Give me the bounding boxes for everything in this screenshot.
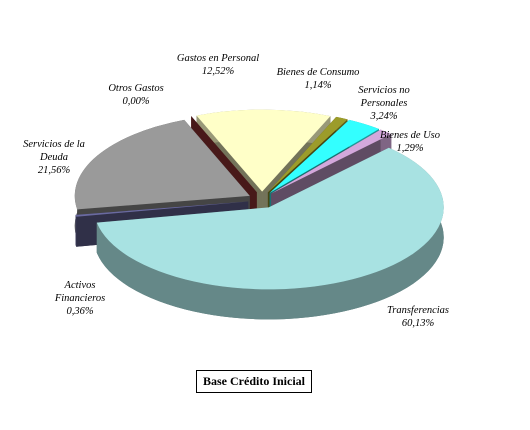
- slice: [271, 129, 392, 194]
- slice-label: Otros Gastos 0,00%: [96, 82, 176, 108]
- value-label: 1,29%: [396, 143, 424, 154]
- slice-label: Bienes de Consumo 1,14%: [263, 66, 373, 92]
- category-label: Servicios no Personales: [358, 85, 410, 109]
- value-label: 12,52%: [201, 66, 235, 77]
- chart-title: Base Crédito Inicial: [196, 370, 312, 393]
- value-label: 21,56%: [37, 165, 71, 176]
- category-label: Bienes de Uso: [379, 130, 441, 141]
- slice: [96, 147, 444, 290]
- slice-label: Transferencias 60,13%: [368, 304, 468, 330]
- category-label: Bienes de Consumo: [276, 67, 360, 78]
- slice-label: Gastos en Personal 12,52%: [163, 52, 273, 78]
- category-label: Gastos en Personal: [176, 53, 260, 64]
- slice: [74, 119, 250, 210]
- value-label: 1,14%: [304, 80, 332, 91]
- slice: [191, 116, 257, 193]
- slice: [196, 109, 331, 192]
- value-label: 0,36%: [66, 306, 94, 317]
- category-label: Otros Gastos: [108, 83, 164, 94]
- slice-label: Servicios no Personales 3,24%: [349, 84, 419, 123]
- slice: [267, 116, 348, 193]
- slice-label: Servicios de la Deuda 21,56%: [14, 138, 94, 177]
- slice-wall: [75, 214, 77, 247]
- slice-label: Activos Financieros 0,36%: [45, 279, 115, 318]
- category-label: Transferencias: [386, 305, 450, 316]
- slice: [269, 119, 380, 193]
- category-label: Servicios de la Deuda: [23, 139, 85, 163]
- value-label: 0,00%: [122, 96, 150, 107]
- slice: [75, 201, 249, 217]
- value-label: 60,13%: [401, 318, 435, 329]
- slice-label: Bienes de Uso 1,29%: [365, 129, 455, 155]
- category-label: Activos Financieros: [54, 280, 106, 304]
- value-label: 3,24%: [370, 111, 398, 122]
